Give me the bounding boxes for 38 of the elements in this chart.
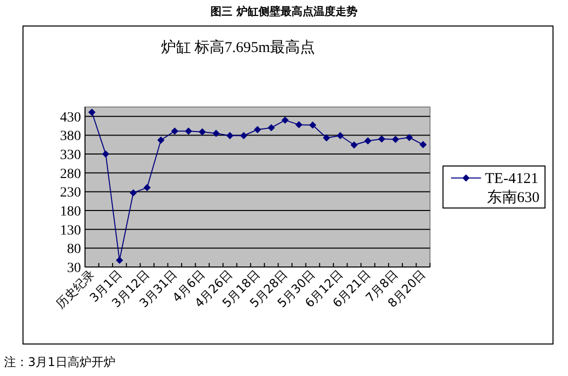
- point: [336, 132, 344, 140]
- point: [144, 184, 151, 192]
- point: [295, 121, 302, 128]
- y-tick-label: 430: [60, 110, 81, 126]
- point: [309, 121, 316, 129]
- point: [406, 134, 413, 142]
- point: [184, 127, 192, 135]
- y-tick-label: 80: [67, 242, 81, 258]
- point: [420, 141, 427, 148]
- point: [157, 136, 164, 144]
- y-tick-label: 230: [60, 186, 81, 201]
- point: [350, 141, 358, 149]
- point: [88, 108, 96, 116]
- y-tick-label: 280: [60, 166, 81, 182]
- point: [268, 124, 275, 132]
- point: [364, 137, 372, 144]
- y-tick-label: 130: [60, 223, 81, 238]
- point: [322, 134, 330, 142]
- point: [212, 130, 220, 137]
- y-tick-label: 30: [67, 261, 81, 276]
- point: [198, 128, 206, 136]
- y-tick-label: 380: [60, 129, 81, 144]
- point: [171, 127, 178, 135]
- y-tick-label: 180: [60, 204, 81, 220]
- point: [392, 136, 400, 143]
- point: [116, 256, 124, 264]
- point: [254, 126, 262, 134]
- chart-title: 图三 炉缸侧壁最高点温度走势: [210, 5, 358, 18]
- point: [282, 116, 289, 124]
- point: [226, 132, 234, 140]
- point: [102, 150, 110, 158]
- y-tick-label: 330: [60, 148, 81, 164]
- legend-label: TE-4121 东南630: [485, 171, 540, 206]
- chart-subtitle: 炉缸 标高7.695m最高点: [160, 39, 316, 56]
- point: [130, 189, 137, 196]
- point: [240, 132, 248, 140]
- text: 注：3月1日高炉开炉: [4, 355, 116, 369]
- point: [378, 135, 386, 143]
